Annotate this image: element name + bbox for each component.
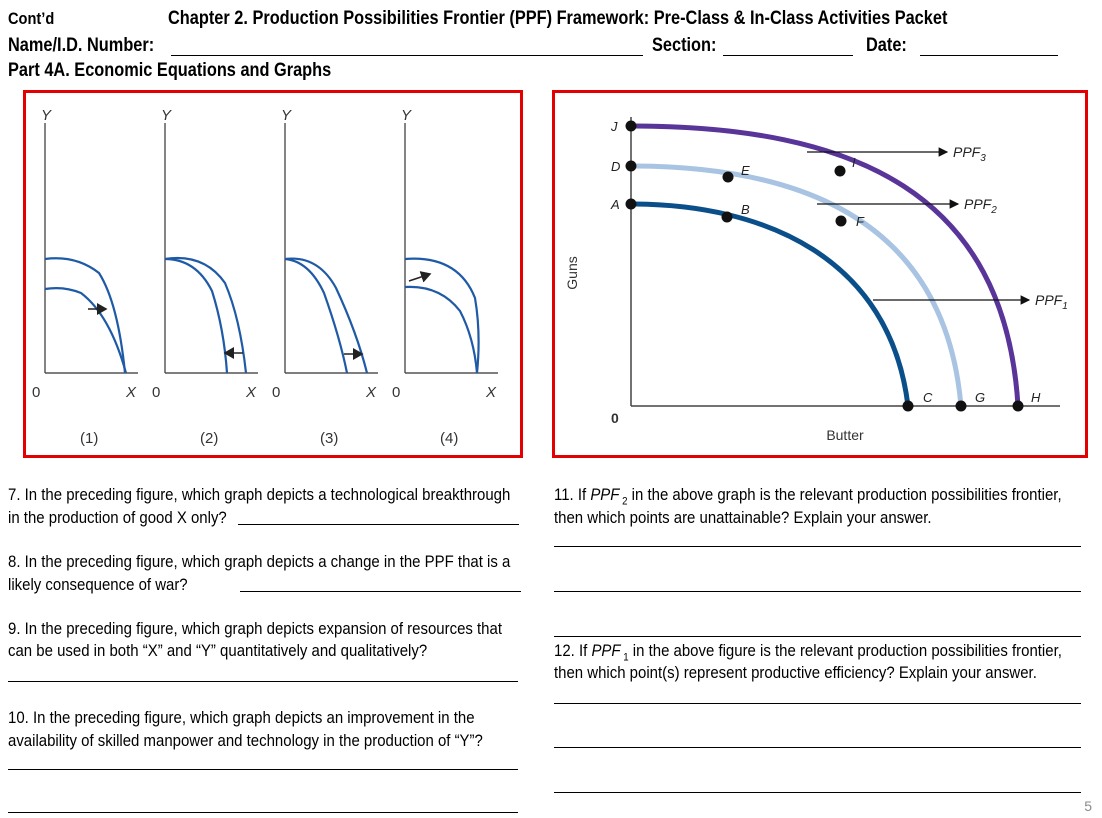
origin-label: 0 xyxy=(611,410,619,426)
point-label-a: A xyxy=(610,197,620,212)
y-axis-title: Guns xyxy=(564,256,580,289)
contd-label: Cont’d xyxy=(8,9,55,28)
point-label-g: G xyxy=(975,390,985,405)
point-c xyxy=(902,400,914,412)
point-j xyxy=(625,120,637,132)
section-label: Section: xyxy=(652,35,717,56)
ppf2-curve xyxy=(630,163,964,407)
guns-butter-figure: Guns Butter 0 PPF3 PPF2 PPF1 xyxy=(552,90,1088,458)
answer-line-q8[interactable] xyxy=(240,591,521,592)
panel-2: Y X 0 (2) xyxy=(152,107,258,447)
answer-line-q9[interactable] xyxy=(8,681,518,682)
question-9-line2: can be used in both “X” and “Y” quantita… xyxy=(8,641,428,660)
answer-line-q10-b[interactable] xyxy=(8,812,518,813)
question-9-line1: 9. In the preceding figure, which graph … xyxy=(8,619,502,638)
answer-line-q10-a[interactable] xyxy=(8,769,518,770)
page-title: Chapter 2. Production Possibilities Fron… xyxy=(168,8,948,29)
y-axis-label: Y xyxy=(41,107,52,124)
point-label-d: D xyxy=(611,159,620,174)
answer-line-q11-a[interactable] xyxy=(554,546,1081,547)
answer-line-q7[interactable] xyxy=(238,524,519,525)
point-e xyxy=(722,171,734,183)
answer-line-q12-c[interactable] xyxy=(554,792,1081,793)
point-a xyxy=(625,198,637,210)
answer-line-q11-c[interactable] xyxy=(554,636,1081,637)
question-7-line2: in the production of good X only? xyxy=(8,508,227,527)
origin-label: 0 xyxy=(32,384,40,401)
name-label: Name/I.D. Number: xyxy=(8,35,155,56)
x-axis-label: X xyxy=(245,384,257,401)
x-axis-label: X xyxy=(125,384,137,401)
question-12-line2: then which point(s) represent productive… xyxy=(554,663,1037,682)
part-heading: Part 4A. Economic Equations and Graphs xyxy=(8,60,332,81)
point-g xyxy=(955,400,967,412)
point-i xyxy=(834,165,846,177)
point-f xyxy=(835,215,847,227)
point-h xyxy=(1012,400,1024,412)
question-10-line2: availability of skilled manpower and tec… xyxy=(8,731,483,750)
point-label-j: J xyxy=(610,119,618,134)
section-field-line[interactable] xyxy=(723,55,853,56)
question-10-line1: 10. In the preceding figure, which graph… xyxy=(8,708,475,727)
question-11-line2: then which points are unattainable? Expl… xyxy=(554,508,932,527)
origin-label: 0 xyxy=(152,384,160,401)
question-11-line1: 11. If PPF 2 in the above graph is the r… xyxy=(554,485,1062,508)
point-label-b: B xyxy=(741,202,750,217)
panel-4: Y X 0 (4) xyxy=(392,107,498,447)
panel-label-2: (2) xyxy=(200,430,218,447)
ppf1-curve xyxy=(630,201,911,407)
x-axis-title: Butter xyxy=(826,427,864,443)
panel-3: Y X 0 (3) xyxy=(272,107,378,447)
ppf-shift-figure: Y X 0 (1) Y X 0 (2) xyxy=(23,90,523,458)
point-d xyxy=(625,160,637,172)
x-axis-label: X xyxy=(485,384,497,401)
panel-label-1: (1) xyxy=(80,430,98,447)
panel-label-4: (4) xyxy=(440,430,458,447)
date-label: Date: xyxy=(866,35,907,56)
name-field-line[interactable] xyxy=(171,55,643,56)
question-8-line1: 8. In the preceding figure, which graph … xyxy=(8,552,511,571)
point-label-i: I xyxy=(852,155,856,170)
question-12-line1: 12. If PPF 1 in the above figure is the … xyxy=(554,641,1062,664)
ppf1-label: PPF1 xyxy=(1035,292,1068,312)
answer-line-q11-b[interactable] xyxy=(554,591,1081,592)
y-axis-label: Y xyxy=(281,107,292,124)
ppf2-label: PPF2 xyxy=(964,196,997,216)
ppf-shift-graphs: Y X 0 (1) Y X 0 (2) xyxy=(32,107,498,447)
point-label-e: E xyxy=(741,163,750,178)
answer-line-q12-a[interactable] xyxy=(554,703,1081,704)
origin-label: 0 xyxy=(392,384,400,401)
panel-1: Y X 0 (1) xyxy=(32,107,138,447)
ppf3-curve xyxy=(630,123,1021,407)
question-8-line2: likely consequence of war? xyxy=(8,575,188,594)
date-field-line[interactable] xyxy=(920,55,1058,56)
answer-line-q12-b[interactable] xyxy=(554,747,1081,748)
panel-label-3: (3) xyxy=(320,430,338,447)
ppf3-label: PPF3 xyxy=(953,144,986,164)
question-7-line1: 7. In the preceding figure, which graph … xyxy=(8,485,511,504)
origin-label: 0 xyxy=(272,384,280,401)
point-label-c: C xyxy=(923,390,933,405)
point-b xyxy=(721,211,733,223)
y-axis-label: Y xyxy=(401,107,412,124)
x-axis-label: X xyxy=(365,384,377,401)
point-label-h: H xyxy=(1031,390,1041,405)
y-axis-label: Y xyxy=(161,107,172,124)
point-label-f: F xyxy=(856,214,865,229)
guns-butter-graph: Guns Butter 0 PPF3 PPF2 PPF1 xyxy=(564,117,1068,443)
page-number: 5 xyxy=(1084,798,1092,814)
